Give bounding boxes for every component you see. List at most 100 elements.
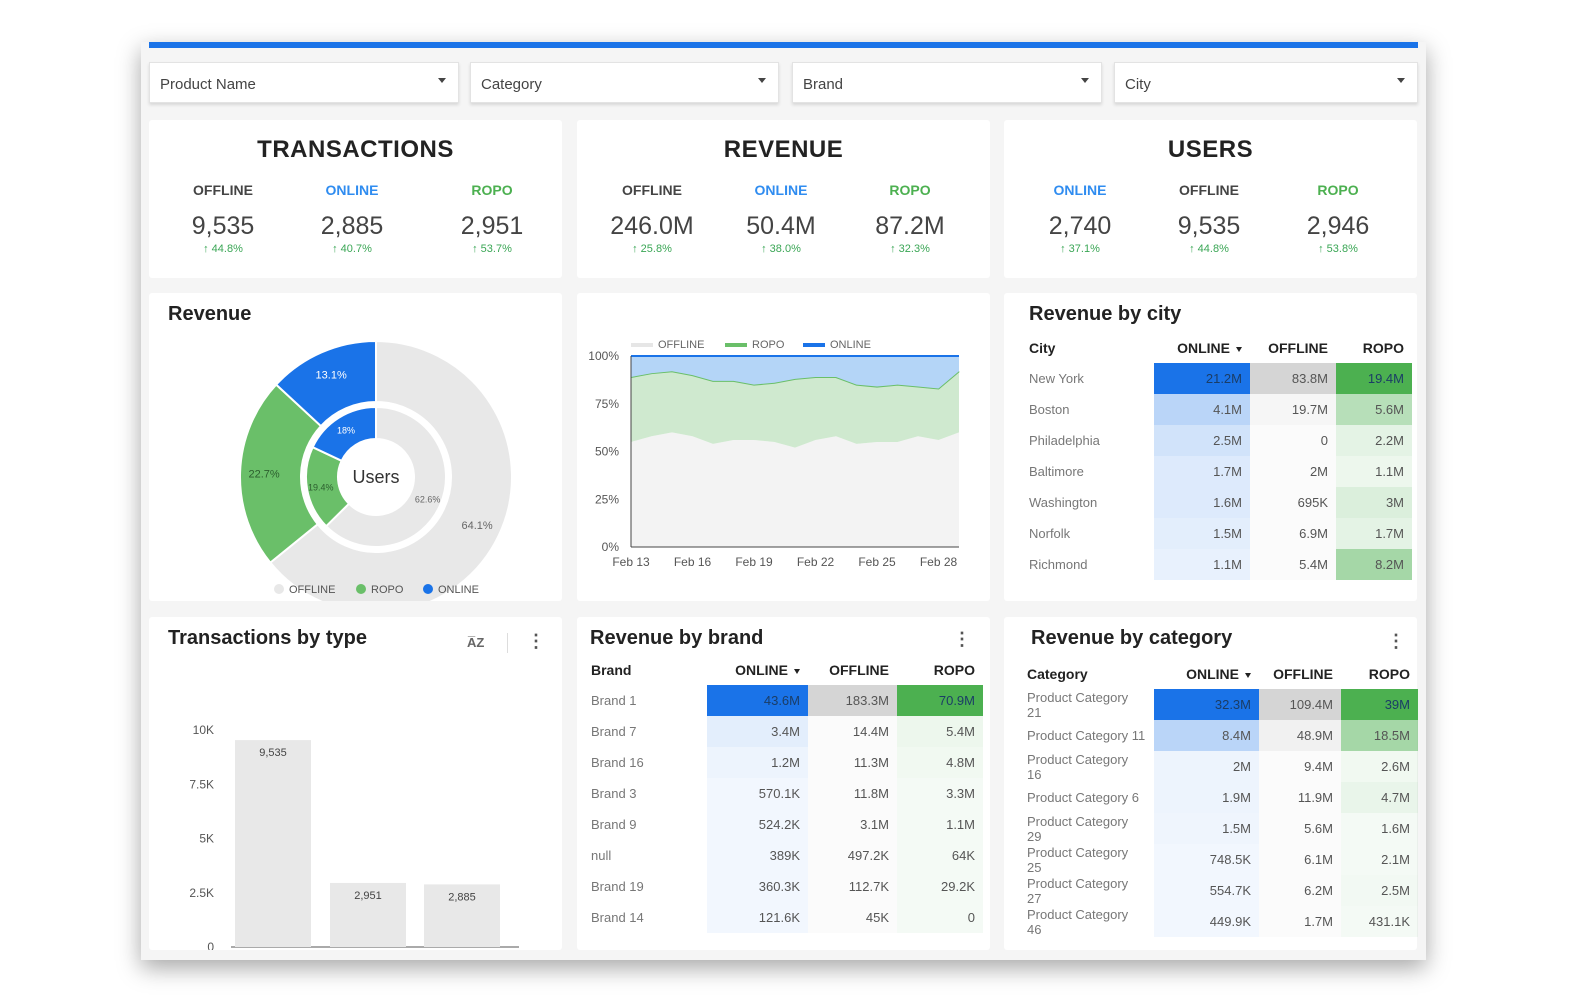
table-row[interactable]: Product Category 25 748.5K 6.1M 2.1M xyxy=(1027,844,1418,875)
area-series-ropo[interactable] xyxy=(631,371,959,448)
column-header[interactable]: ONLINE xyxy=(1154,659,1259,689)
kpi-title: USERS xyxy=(1167,136,1254,163)
table-row[interactable]: Product Category 6 1.9M 11.9M 4.7M xyxy=(1027,782,1418,813)
table-row[interactable]: Product Category 11 8.4M 48.9M 18.5M xyxy=(1027,720,1418,751)
inner-ring-slice-label: 18% xyxy=(337,426,355,436)
inner-ring-slice-online[interactable] xyxy=(311,405,377,463)
column-header[interactable]: OFFLINE xyxy=(1273,666,1333,682)
outer-ring-slice-label: 22.7% xyxy=(248,468,279,480)
table-row[interactable]: Philadelphia 2.5M 0 2.2M xyxy=(1029,425,1412,456)
value-cell: 6.2M xyxy=(1259,875,1341,906)
column-header[interactable]: Category xyxy=(1027,666,1088,682)
table-row[interactable]: Norfolk 1.5M 6.9M 1.7M xyxy=(1029,518,1412,549)
more-options-icon[interactable]: ⋮ xyxy=(1387,631,1405,651)
column-header[interactable]: Brand xyxy=(591,662,632,678)
filter-city[interactable]: City xyxy=(1114,62,1418,103)
column-header[interactable]: ROPO xyxy=(1362,340,1404,356)
column-header[interactable]: City xyxy=(1029,340,1056,356)
outer-ring-slice-offline[interactable] xyxy=(268,339,513,601)
accent-bar xyxy=(149,42,1418,48)
table-row[interactable]: Washington 1.6M 695K 3M xyxy=(1029,487,1412,518)
table-row[interactable]: Richmond 1.1M 5.4M 8.2M xyxy=(1029,549,1412,580)
table-row[interactable]: Brand 16 1.2M 11.3M 4.8M xyxy=(591,747,983,778)
legend-label[interactable]: ROPO xyxy=(371,584,404,596)
value-cell: 29.2K xyxy=(897,871,983,902)
filter-label: Brand xyxy=(803,76,844,93)
value-cell: 64K xyxy=(897,840,983,871)
table-row[interactable]: Product Category 27 554.7K 6.2M 2.5M xyxy=(1027,875,1418,906)
legend-label[interactable]: ROPO xyxy=(752,339,785,351)
revenue-by-city-card: Revenue by city City ONLINE OFFLINE ROPO New… xyxy=(1004,293,1417,601)
row-label-cell: Richmond xyxy=(1029,557,1088,572)
filter-brand[interactable]: Brand xyxy=(792,62,1102,103)
value-cell: 748.5K xyxy=(1154,844,1259,875)
area-series-online[interactable] xyxy=(631,356,959,389)
value-cell: 6.1M xyxy=(1259,844,1341,875)
kpi-value: 2,740 xyxy=(1048,212,1112,240)
table-row[interactable]: New York 21.2M 83.8M 19.4M xyxy=(1029,363,1412,394)
table-row[interactable]: Brand 7 3.4M 14.4M 5.4M xyxy=(591,716,983,747)
bar-offline[interactable] xyxy=(235,740,311,947)
filter-category[interactable]: Category xyxy=(470,62,779,103)
row-label-cell: Brand 14 xyxy=(591,910,644,925)
table-row[interactable]: Product Category 46 449.9K 1.7M 431.1K xyxy=(1027,906,1418,937)
value-cell: 5.6M xyxy=(1259,813,1341,844)
table-row[interactable]: Baltimore 1.7M 2M 1.1M xyxy=(1029,456,1412,487)
bar-online[interactable] xyxy=(424,884,500,947)
y-tick-label: 10K xyxy=(193,723,214,737)
revenue-pie-card: Revenue 64.1% 22.7% 13.1% 62.6% 19.4% 18% User… xyxy=(149,293,562,601)
table-row[interactable]: Product Category 16 2M 9.4M 2.6M xyxy=(1027,751,1418,782)
legend-label[interactable]: OFFLINE xyxy=(658,339,704,351)
sort-az-icon[interactable]: A̅Z xyxy=(467,635,485,650)
value-cell: 1.7M xyxy=(1259,906,1341,937)
legend-label[interactable]: OFFLINE xyxy=(289,584,335,596)
table-row[interactable]: Brand 9 524.2K 3.1M 1.1M xyxy=(591,809,983,840)
table-row[interactable]: Boston 4.1M 19.7M 5.6M xyxy=(1029,394,1412,425)
table-row[interactable]: Brand 14 121.6K 45K 0 xyxy=(591,902,983,933)
table-header-row: City ONLINE OFFLINE ROPO xyxy=(1029,333,1412,363)
bar-ropo[interactable] xyxy=(330,882,406,947)
x-tick-label: Feb 22 xyxy=(797,555,835,569)
value-cell: 11.3M xyxy=(808,747,897,778)
y-tick-label: 0% xyxy=(602,540,620,554)
more-options-icon[interactable]: ⋮ xyxy=(953,629,971,649)
inner-ring-slice-offline[interactable] xyxy=(324,405,447,548)
value-cell: 19.7M xyxy=(1250,394,1336,425)
value-cell: 83.8M xyxy=(1250,363,1336,394)
table-row[interactable]: Brand 19 360.3K 112.7K 29.2K xyxy=(591,871,983,902)
column-header[interactable]: ONLINE xyxy=(707,655,808,685)
kpi-metric: ROPO 87.2M ↑ 32.3% xyxy=(850,182,970,255)
outer-ring-slice-ropo[interactable] xyxy=(239,383,323,565)
sort-desc-icon xyxy=(1236,346,1242,352)
outer-ring-slice-online[interactable] xyxy=(274,339,377,428)
filter-product-name[interactable]: Product Name xyxy=(149,62,459,103)
kpi-metric: ONLINE 2,885 ↑ 40.7% xyxy=(292,182,412,255)
table-row[interactable]: null 389K 497.2K 64K xyxy=(591,840,983,871)
column-header[interactable]: ROPO xyxy=(1368,666,1410,682)
legend-label[interactable]: ONLINE xyxy=(438,584,479,596)
row-label-cell: New York xyxy=(1029,371,1084,386)
column-header[interactable]: ROPO xyxy=(933,662,975,678)
donut-center xyxy=(339,440,413,514)
area-series-offline[interactable] xyxy=(631,432,959,547)
kpi-value: 87.2M xyxy=(875,212,945,240)
column-header[interactable]: OFFLINE xyxy=(1268,340,1328,356)
column-header[interactable]: OFFLINE xyxy=(829,662,889,678)
kpi-metric: ROPO 2,946 ↑ 53.8% xyxy=(1278,182,1398,255)
table-row[interactable]: Brand 3 570.1K 11.8M 3.3M xyxy=(591,778,983,809)
kpi-value: 2,885 xyxy=(320,212,384,240)
column-header[interactable]: ONLINE xyxy=(1154,333,1250,363)
kpi-delta: ↑ 38.0% xyxy=(761,243,801,255)
y-tick-label: 25% xyxy=(595,492,619,506)
legend-label[interactable]: ONLINE xyxy=(830,339,871,351)
value-cell: 431.1K xyxy=(1341,906,1418,937)
table-row[interactable]: Product Category 29 1.5M 5.6M 1.6M xyxy=(1027,813,1418,844)
row-label-cell: Brand 3 xyxy=(591,786,637,801)
table-row[interactable]: Brand 1 43.6M 183.3M 70.9M xyxy=(591,685,983,716)
legend-swatch xyxy=(274,584,284,594)
more-options-icon[interactable]: ⋮ xyxy=(527,631,545,651)
table-row[interactable]: Product Category 21 32.3M 109.4M 39M xyxy=(1027,689,1418,720)
value-cell: 21.2M xyxy=(1154,363,1250,394)
kpi-label: ROPO xyxy=(471,182,513,198)
kpi-metric: OFFLINE 246.0M ↑ 25.8% xyxy=(592,182,712,255)
